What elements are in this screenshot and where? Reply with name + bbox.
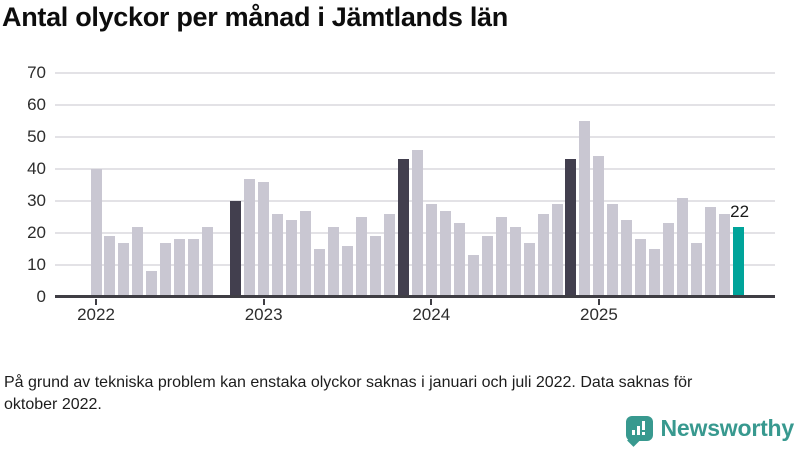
gridline-70	[55, 72, 775, 74]
bar-2024-04	[467, 255, 479, 297]
bar-2022-06	[160, 242, 172, 297]
bar-2025-06	[663, 223, 675, 297]
y-tick-label-30: 30	[27, 191, 46, 210]
x-tick-2024	[430, 299, 433, 305]
bar-2022-05	[146, 271, 158, 297]
current-value-label: 22	[730, 201, 750, 221]
bar-2024-03	[453, 223, 465, 297]
y-tick-label-20: 20	[27, 223, 46, 242]
x-axis-line	[55, 295, 775, 298]
footnote: På grund av tekniska problem kan enstaka…	[4, 374, 693, 413]
bar-2022-07	[174, 239, 186, 297]
y-tick-label-0: 0	[36, 287, 46, 306]
bar-2023-10	[383, 213, 395, 297]
bar-2025-03	[621, 220, 633, 297]
bar-2022-12	[244, 178, 256, 297]
speech-bubble-tail	[626, 434, 640, 447]
bar-2025-10	[719, 213, 731, 297]
bar-2024-12	[579, 121, 591, 297]
x-tick-2025	[597, 299, 600, 305]
bar-2024-01	[425, 204, 437, 297]
bar-2025-05	[649, 249, 661, 297]
bar-2023-04	[300, 210, 312, 297]
bar-2023-05	[314, 249, 326, 297]
bar-2024-06	[495, 217, 507, 297]
bar-2023-11	[397, 159, 409, 297]
bar-2025-01	[593, 156, 605, 297]
bar-2024-02	[439, 210, 451, 297]
gridline-60	[55, 104, 775, 106]
bar-2024-05	[481, 236, 493, 297]
x-tick-label-2022: 2022	[77, 305, 115, 324]
bar-2025-02	[607, 204, 619, 297]
x-tick-label-2025: 2025	[579, 305, 618, 324]
bar-2024-07	[509, 226, 521, 297]
bar-2022-01	[90, 169, 102, 297]
bar-2022-08	[188, 239, 200, 297]
gridline-50	[55, 136, 775, 138]
newsworthy-logo-text: Newsworthy	[660, 415, 795, 441]
bar-2022-11	[230, 201, 242, 297]
y-tick-label-60: 60	[27, 95, 46, 114]
bar-2023-02	[272, 213, 284, 297]
accidents-bar-chart: 0 10 20 30 40 50 60 70 2022 2023 2024 2025 22	[27, 63, 775, 324]
bar-2022-04	[132, 226, 144, 297]
newsworthy-bars-icon	[625, 416, 653, 447]
bar-2023-09	[369, 236, 381, 297]
bar-2024-11	[565, 159, 577, 297]
x-tick-label-2024: 2024	[412, 305, 451, 324]
bar-2024-10	[551, 204, 563, 297]
bar-2025-08	[691, 242, 703, 297]
bar-2025-09	[705, 207, 717, 297]
bar-2023-06	[327, 226, 339, 297]
y-tick-label-50: 50	[27, 127, 46, 146]
bar-2023-12	[411, 149, 423, 297]
y-tick-label-40: 40	[27, 159, 46, 178]
bar-2022-09	[202, 226, 214, 297]
y-tick-label-10: 10	[27, 255, 46, 274]
bar-2024-09	[537, 213, 549, 297]
bar-2022-02	[104, 236, 116, 297]
bar-2025-04	[635, 239, 647, 297]
chart-title: Antal olyckor per månad i Jämtlands län	[2, 2, 508, 32]
bar-2023-08	[355, 217, 367, 297]
x-tick-2023	[262, 299, 265, 305]
bar-2023-03	[286, 220, 298, 297]
x-tick-2022	[95, 299, 97, 305]
bar-2022-03	[118, 242, 130, 297]
y-tick-label-70: 70	[27, 63, 46, 82]
bar-2025-11	[733, 226, 745, 297]
bar-2025-07	[677, 197, 689, 297]
bar-2023-07	[341, 245, 353, 297]
plot-area	[55, 72, 775, 298]
bar-2023-01	[258, 181, 270, 297]
bar-2024-08	[523, 242, 535, 297]
newsworthy-logo[interactable]: Newsworthy	[625, 415, 795, 447]
x-tick-label-2023: 2023	[244, 305, 283, 324]
